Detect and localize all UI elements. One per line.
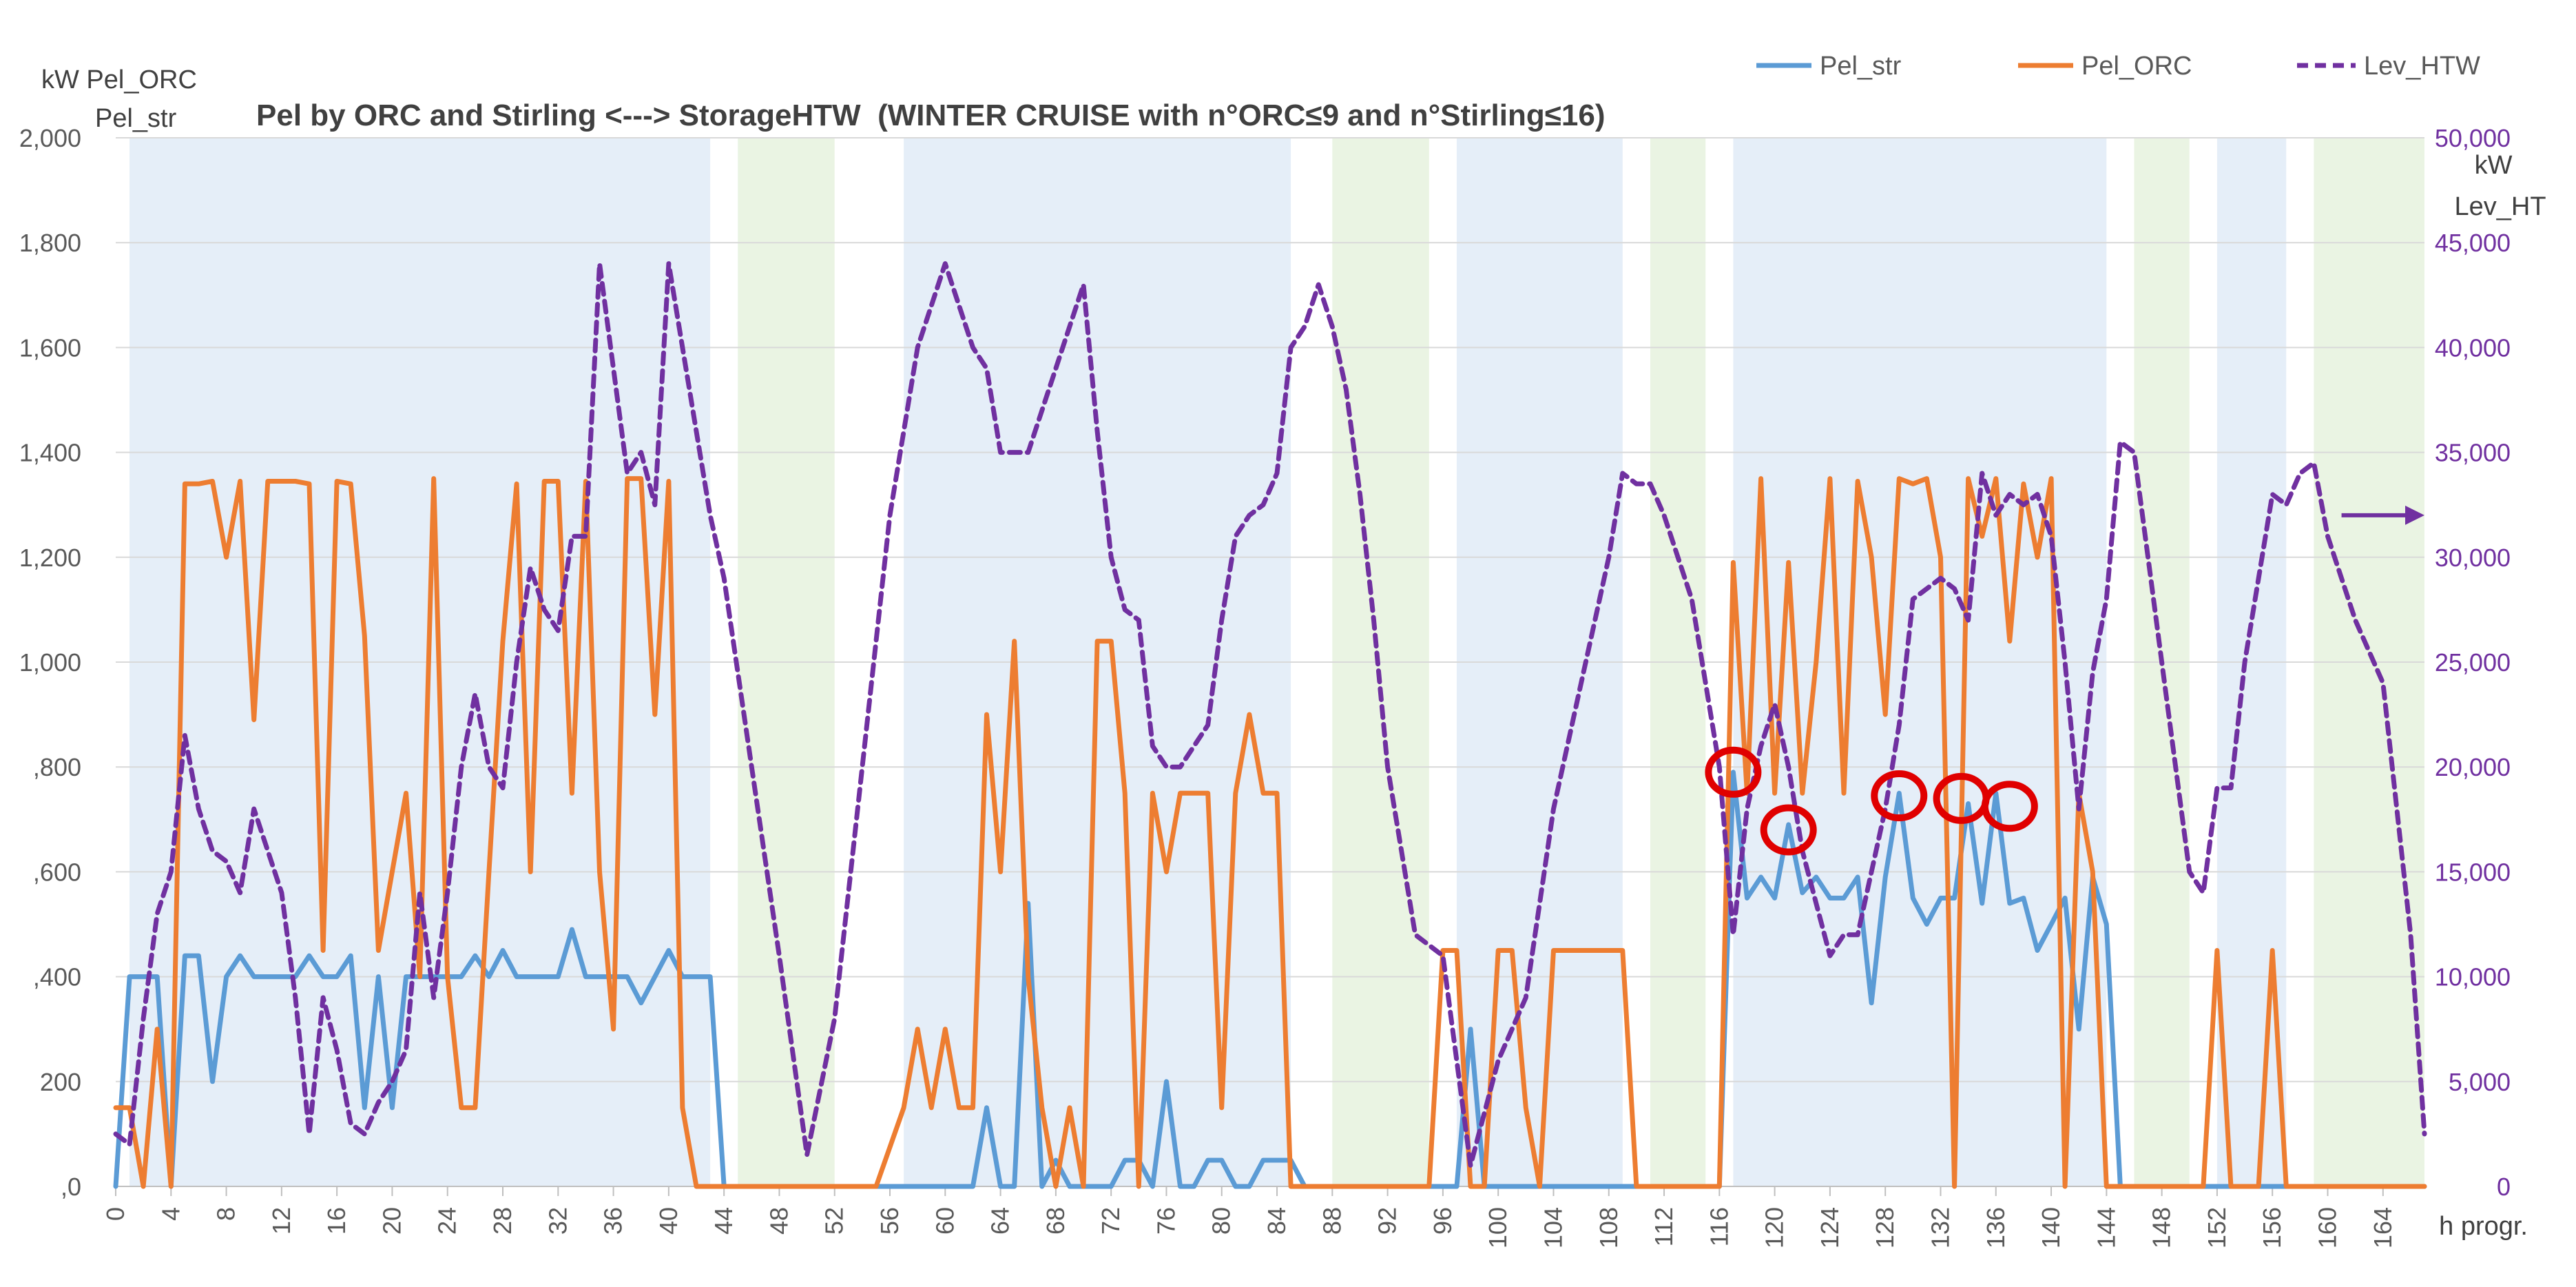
- x-tick-label-6: 24: [433, 1207, 461, 1235]
- x-tick-label-39: 156: [2258, 1207, 2286, 1248]
- x-tick-label-7: 28: [488, 1207, 517, 1235]
- x-tick-label-37: 148: [2148, 1207, 2176, 1248]
- y-left-tick-10: 2,000: [19, 124, 81, 152]
- y-right-tick-5: 25,000: [2435, 648, 2511, 677]
- x-tick-label-17: 68: [1041, 1207, 1070, 1235]
- x-tick-label-29: 116: [1705, 1207, 1733, 1246]
- legend: Pel_str Pel_ORC Lev_HTW: [1756, 52, 2480, 81]
- x-tick-label-33: 132: [1926, 1207, 1954, 1248]
- x-tick-label-10: 40: [654, 1207, 683, 1235]
- x-tick-label-35: 140: [2037, 1207, 2065, 1248]
- x-tick-label-16: 64: [986, 1207, 1015, 1235]
- legend-label-lev-htw: Lev_HTW: [2364, 52, 2480, 81]
- y-left-tick-1: 200: [40, 1068, 81, 1096]
- chart-title: Pel by ORC and Stirling <---> StorageHTW…: [256, 99, 1605, 132]
- series-line-pel-str: [113, 770, 2427, 1189]
- x-tick-label-8: 32: [543, 1207, 572, 1235]
- x-tick-label-0: 0: [101, 1207, 129, 1221]
- x-tick-label-31: 124: [1816, 1207, 1844, 1248]
- x-axis-title: h progr.: [2439, 1212, 2528, 1241]
- y-left-tick-3: ,600: [33, 858, 81, 886]
- y-right-tick-2: 10,000: [2435, 963, 2511, 991]
- x-axis-ticks: 0 4 8 12 16 20 24 28 32 36 40 44 48 52 56 60 64 68 72 76 80 8…: [101, 1186, 2424, 1248]
- left-axis-title-2: Pel_str: [95, 104, 177, 133]
- y-left-tick-6: 1,200: [19, 544, 81, 572]
- highlight-circle-1: [1760, 804, 1817, 856]
- right-axis-title-1: kW: [2475, 151, 2513, 180]
- right-axis-title-2: Lev_HT: [2454, 192, 2546, 221]
- series-line-pel-orc: [113, 476, 2427, 1189]
- x-tick-label-27: 108: [1595, 1207, 1623, 1248]
- y-right-tick-3: 15,000: [2435, 858, 2511, 886]
- x-tick-label-13: 52: [820, 1207, 849, 1235]
- highlight-circle-4: [1981, 781, 2038, 832]
- legend-label-pel-orc: Pel_ORC: [2081, 52, 2192, 81]
- y-right-tick-10: 50,000: [2435, 124, 2511, 152]
- x-tick-label-26: 104: [1539, 1207, 1567, 1248]
- y-left-tick-7: 1,400: [19, 439, 81, 467]
- annotations: [1705, 505, 2424, 856]
- y-right-tick-8: 40,000: [2435, 333, 2511, 362]
- legend-label-pel-str: Pel_str: [1820, 52, 1902, 81]
- y-right-tick-7: 35,000: [2435, 439, 2511, 467]
- left-axis-ticks: ,0 200 ,400 ,600 ,800 1,000 1,200 1,400 1,600 1,8…: [19, 124, 81, 1201]
- x-tick-label-34: 136: [1982, 1207, 2010, 1248]
- x-tick-label-3: 12: [267, 1207, 295, 1235]
- x-tick-label-5: 20: [377, 1207, 406, 1235]
- x-tick-label-38: 152: [2203, 1207, 2231, 1248]
- y-right-tick-9: 45,000: [2435, 229, 2511, 257]
- x-tick-label-1: 4: [156, 1207, 185, 1221]
- x-tick-label-32: 128: [1871, 1207, 1899, 1248]
- x-tick-label-25: 100: [1484, 1207, 1512, 1248]
- arrow-head: [2405, 505, 2424, 525]
- series-line-lev-htw: [113, 261, 2427, 1168]
- x-tick-label-23: 92: [1373, 1207, 1402, 1235]
- x-tick-label-20: 80: [1207, 1207, 1236, 1235]
- x-tick-label-30: 120: [1760, 1207, 1789, 1248]
- y-left-tick-2: ,400: [33, 963, 81, 991]
- x-tick-label-22: 88: [1318, 1207, 1346, 1235]
- y-right-tick-1: 5,000: [2449, 1068, 2511, 1096]
- y-right-tick-6: 30,000: [2435, 544, 2511, 572]
- x-tick-label-24: 96: [1429, 1207, 1457, 1235]
- x-tick-label-4: 16: [322, 1207, 351, 1235]
- y-left-tick-4: ,800: [33, 753, 81, 781]
- x-tick-label-36: 144: [2092, 1207, 2120, 1248]
- x-tick-label-19: 76: [1152, 1207, 1180, 1235]
- x-tick-label-9: 36: [599, 1207, 627, 1235]
- x-tick-label-41: 164: [2369, 1207, 2397, 1248]
- y-left-tick-9: 1,800: [19, 229, 81, 257]
- x-tick-label-40: 160: [2313, 1207, 2341, 1248]
- x-tick-label-15: 60: [931, 1207, 959, 1235]
- x-tick-label-12: 48: [765, 1207, 793, 1235]
- y-right-tick-0: 0: [2497, 1173, 2511, 1201]
- series-layer: [113, 261, 2427, 1189]
- y-right-tick-4: 20,000: [2435, 753, 2511, 781]
- y-left-tick-5: 1,000: [19, 648, 81, 677]
- x-tick-label-18: 72: [1097, 1207, 1125, 1235]
- x-tick-label-14: 56: [875, 1207, 904, 1235]
- x-tick-label-21: 84: [1263, 1207, 1291, 1235]
- left-axis-title-1: kW Pel_ORC: [41, 65, 197, 94]
- x-tick-label-11: 44: [709, 1207, 738, 1235]
- y-left-tick-8: 1,600: [19, 333, 81, 362]
- highlight-circle-0: [1705, 746, 1762, 798]
- highlight-circle-2: [1871, 770, 1928, 822]
- x-tick-label-2: 8: [212, 1207, 240, 1221]
- y-left-tick-0: ,0: [61, 1173, 81, 1201]
- right-axis-ticks: 0 5,000 10,000 15,000 20,000 25,000 30,000 35,0…: [2435, 124, 2511, 1201]
- x-tick-label-28: 112: [1650, 1207, 1678, 1246]
